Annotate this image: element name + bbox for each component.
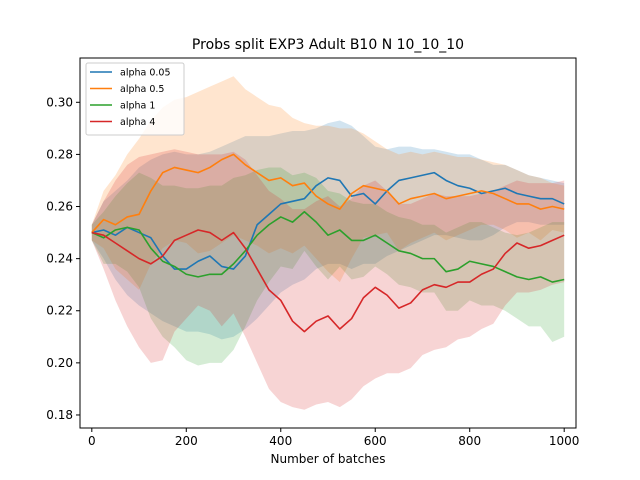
y-tick-label: 0.26 [46,200,73,214]
x-tick-label: 0 [88,434,96,448]
band-alpha-4 [91,149,565,410]
legend-label: alpha 1 [120,101,155,112]
legend-label: alpha 4 [120,117,155,128]
bands-layer [91,76,565,410]
legend-label: alpha 0.05 [120,68,171,79]
band-alpha-1 [91,167,565,366]
y-tick-label: 0.24 [46,252,73,266]
series-line-alpha-4 [91,229,565,333]
x-axis-label: Number of batches [271,452,386,466]
series-line-alpha-0-5 [91,153,565,234]
plot-frame [79,57,577,429]
x-tick-label: 1000 [549,434,580,448]
y-tick-label: 0.30 [46,95,73,109]
y-axis: 0.18 0.20 0.22 0.24 0.26 0.28 0.30 [46,95,80,422]
legend: alpha 0.05 alpha 0.5 alpha 1 alpha 4 [85,62,185,136]
y-tick-label: 0.18 [46,408,73,422]
x-tick-label: 600 [364,434,387,448]
x-axis: 0 200 400 600 800 1000 [88,428,579,448]
chart-title: Probs split EXP3 Adult B10 N 10_10_10 [192,37,464,53]
band-alpha-0-05 [91,120,565,340]
legend-frame [85,62,185,136]
x-tick-label: 800 [458,434,481,448]
y-tick-label: 0.20 [46,356,73,370]
x-tick-label: 400 [269,434,292,448]
legend-label: alpha 0.5 [120,84,164,95]
band-alpha-0-5 [91,76,565,290]
y-tick-label: 0.22 [46,304,73,318]
x-tick-label: 200 [175,434,198,448]
series-line-alpha-1 [91,210,565,283]
lines-layer [91,153,565,333]
y-tick-label: 0.28 [46,147,73,161]
